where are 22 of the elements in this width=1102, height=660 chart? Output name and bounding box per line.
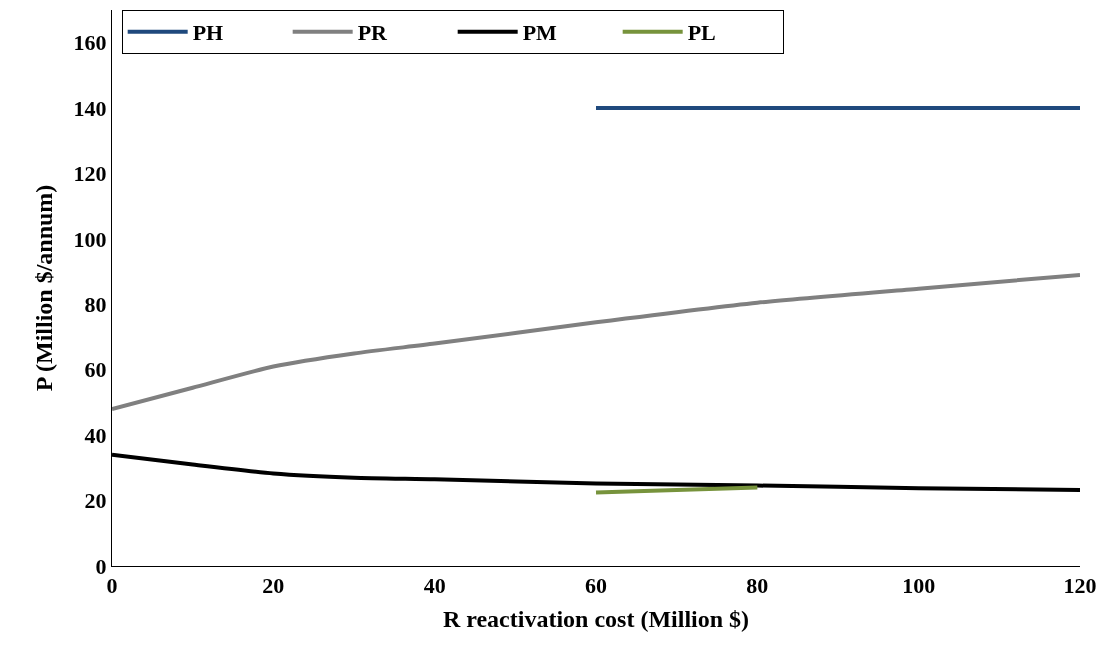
y-tick-label: 60 <box>84 357 107 383</box>
y-tick-label: 0 <box>95 553 107 579</box>
x-tick-label: 120 <box>1063 573 1097 599</box>
y-axis-title: P (Million $/annum) <box>30 184 57 392</box>
x-tick-label: 60 <box>585 573 607 599</box>
y-tick-label: 120 <box>73 161 107 187</box>
y-tick-label: 80 <box>84 292 107 318</box>
x-tick-label: 100 <box>902 573 936 599</box>
x-tick-label: 20 <box>262 573 285 599</box>
x-tick-label: 80 <box>746 573 769 599</box>
y-tick-label: 40 <box>84 422 107 448</box>
y-tick-label: 160 <box>73 30 107 56</box>
legend-label: PH <box>192 20 224 46</box>
legend-label: PL <box>687 20 716 46</box>
legend-label: PM <box>522 20 558 46</box>
line-series <box>112 272 1080 412</box>
legend-label: PR <box>357 20 389 46</box>
x-axis-title: R reactivation cost (Million $) <box>442 605 750 632</box>
y-tick-label: 140 <box>73 95 107 121</box>
x-tick-label: 40 <box>423 573 446 599</box>
y-tick-label: 20 <box>84 488 107 514</box>
y-tick-label: 100 <box>73 226 107 252</box>
